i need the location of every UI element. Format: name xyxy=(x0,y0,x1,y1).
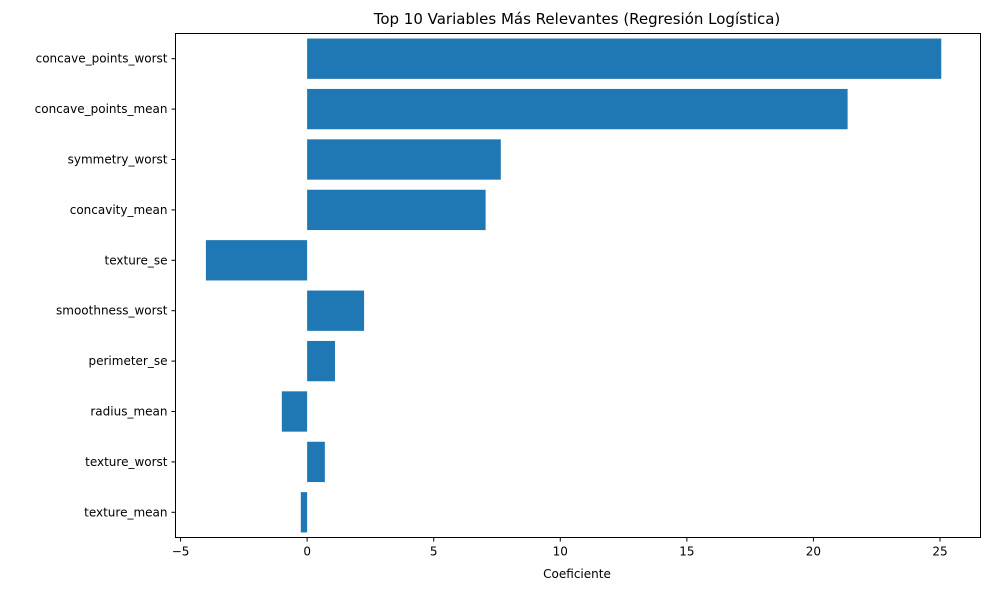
bar-concave_points_worst xyxy=(307,38,942,79)
x-tick-label: 0 xyxy=(303,545,311,559)
y-tick-label: smoothness_worst xyxy=(56,304,168,318)
bar-concavity_mean xyxy=(307,189,486,231)
x-tick-label: 10 xyxy=(553,545,568,559)
y-tick-label: perimeter_se xyxy=(89,354,168,368)
bar-texture_mean xyxy=(300,492,308,533)
y-tick-label: concavity_mean xyxy=(70,203,168,217)
chart-title: Top 10 Variables Más Relevantes (Regresi… xyxy=(373,10,781,28)
bar-perimeter_se xyxy=(307,340,335,382)
x-tick-label: −5 xyxy=(172,545,190,559)
bar-radius_mean xyxy=(281,391,308,432)
x-ticks-group: −5 0 5 10 15 20 25 xyxy=(172,537,948,559)
y-tick-label: concave_points_mean xyxy=(35,102,168,116)
bar-texture_se xyxy=(205,240,308,281)
bars-group xyxy=(205,38,942,533)
x-tick-label: 20 xyxy=(806,545,821,559)
y-tick-label: symmetry_worst xyxy=(68,153,168,167)
y-ticks-group: concave_points_worst concave_points_means… xyxy=(35,52,176,519)
x-tick-label: 15 xyxy=(679,545,694,559)
y-tick-label: texture_worst xyxy=(85,455,168,469)
x-axis-label: Coeficiente xyxy=(543,567,611,581)
y-tick-label: concave_points_worst xyxy=(36,52,168,66)
x-tick-label: 5 xyxy=(430,545,438,559)
bar-symmetry_worst xyxy=(307,139,501,180)
y-tick-label: radius_mean xyxy=(90,405,167,419)
bar-smoothness_worst xyxy=(307,290,365,331)
x-tick-label: 25 xyxy=(932,545,947,559)
y-tick-label: texture_se xyxy=(105,253,168,267)
bar-texture_worst xyxy=(307,441,325,483)
bar-concave_points_mean xyxy=(307,88,848,130)
y-tick-label: texture_mean xyxy=(84,505,167,519)
plot-frame xyxy=(175,33,981,538)
